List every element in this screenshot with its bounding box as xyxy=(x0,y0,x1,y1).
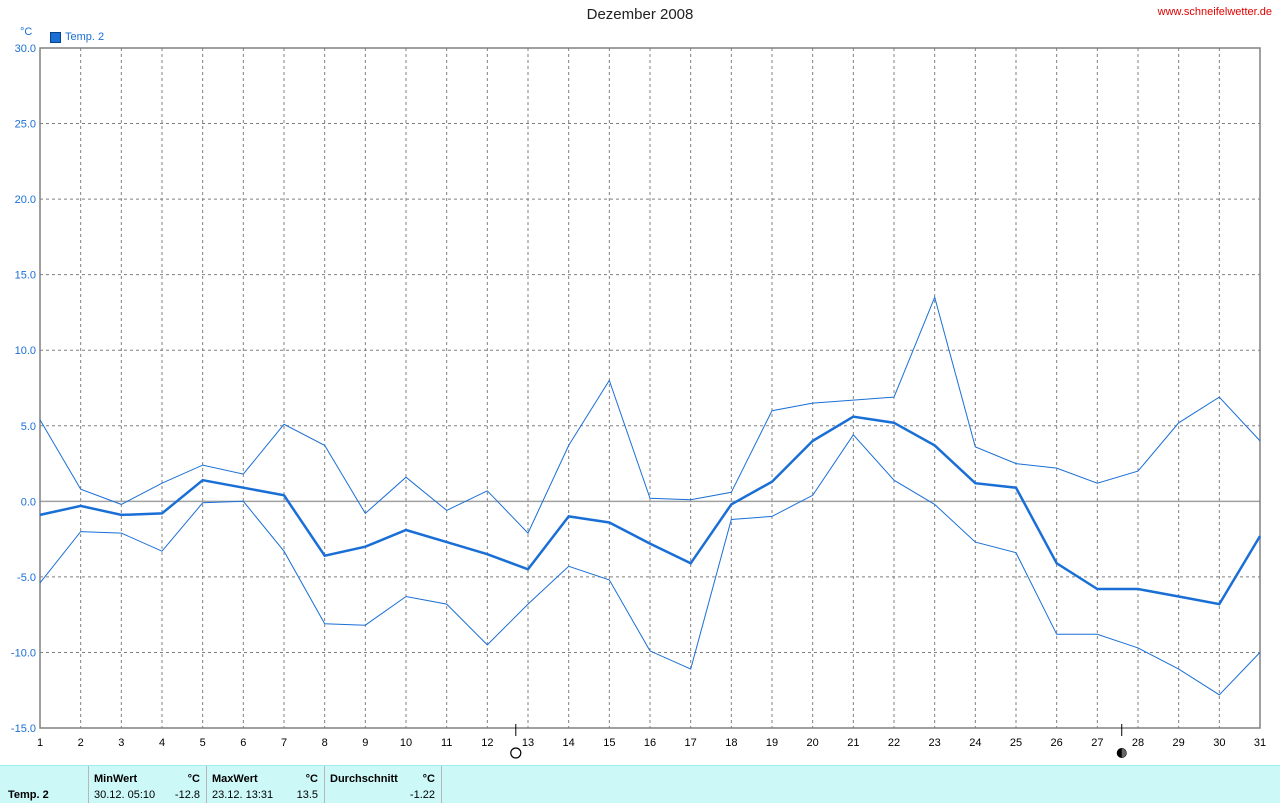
series-line-min xyxy=(39,433,1261,696)
x-tick-label: 30 xyxy=(1213,737,1225,749)
x-tick-label: 14 xyxy=(563,737,575,749)
x-tick-label: 24 xyxy=(969,737,981,749)
stats-min-cell: MinWert °C 30.12. 05:10 -12.8 xyxy=(88,766,207,803)
x-tick-label: 3 xyxy=(118,737,124,749)
chart-title: Dezember 2008 xyxy=(586,6,694,23)
max-unit: °C xyxy=(305,773,318,785)
site-link[interactable]: www.schneifelwetter.de xyxy=(1157,6,1272,18)
x-tick-label: 20 xyxy=(807,737,819,749)
min-time: 30.12. 05:10 xyxy=(94,789,156,801)
x-tick-label: 31 xyxy=(1254,737,1266,749)
avg-header: Durchschnitt xyxy=(330,773,398,785)
x-tick-label: 16 xyxy=(644,737,656,749)
max-time: 23.12. 13:31 xyxy=(212,789,274,801)
stats-label-cell: Temp. 2 xyxy=(0,766,89,803)
min-unit: °C xyxy=(187,773,200,785)
y-tick-label: 25.0 xyxy=(15,119,36,131)
x-tick-label: 15 xyxy=(603,737,615,749)
min-header: MinWert xyxy=(94,773,138,785)
x-tick-label: 7 xyxy=(281,737,287,749)
y-axis-unit: °C xyxy=(20,26,33,38)
x-tick-label: 1 xyxy=(37,737,43,749)
x-tick-label: 8 xyxy=(322,737,328,749)
x-tick-label: 10 xyxy=(400,737,412,749)
stats-footer: Temp. 2 MinWert °C 30.12. 05:10 -12.8 Ma… xyxy=(0,765,1280,803)
y-tick-label: 5.0 xyxy=(21,421,36,433)
avg-value: -1.22 xyxy=(409,789,435,801)
legend-label: Temp. 2 xyxy=(65,31,105,43)
x-tick-label: 28 xyxy=(1132,737,1144,749)
x-tick-label: 21 xyxy=(847,737,859,749)
x-tick-label: 9 xyxy=(362,737,368,749)
min-value: -12.8 xyxy=(174,789,200,801)
x-tick-label: 27 xyxy=(1091,737,1103,749)
x-tick-label: 2 xyxy=(78,737,84,749)
x-tick-label: 4 xyxy=(159,737,165,749)
x-tick-label: 29 xyxy=(1173,737,1185,749)
y-tick-label: -15.0 xyxy=(11,723,36,735)
x-tick-label: 11 xyxy=(441,737,452,749)
x-tick-label: 25 xyxy=(1010,737,1022,749)
y-tick-label: 30.0 xyxy=(15,43,36,55)
legend-swatch xyxy=(50,31,61,43)
stats-avg-cell: Durchschnitt °C -1.22 xyxy=(324,766,442,803)
full-moon-icon xyxy=(510,747,522,759)
y-tick-label: 10.0 xyxy=(15,345,36,357)
x-tick-label: 22 xyxy=(888,737,900,749)
stats-max-cell: MaxWert °C 23.12. 13:31 13.5 xyxy=(206,766,325,803)
new-moon-shade xyxy=(1121,748,1127,758)
stats-row-label: Temp. 2 xyxy=(8,789,49,801)
x-tick-label: 19 xyxy=(766,737,778,749)
y-tick-label: 0.0 xyxy=(21,496,36,508)
x-tick-label: 5 xyxy=(200,737,206,749)
x-tick-label: 26 xyxy=(1051,737,1063,749)
x-tick-label: 13 xyxy=(522,737,534,749)
x-tick-label: 6 xyxy=(240,737,246,749)
y-tick-label: -5.0 xyxy=(17,572,36,584)
avg-unit: °C xyxy=(422,773,435,785)
plot-frame xyxy=(39,47,1261,729)
temperature-chart: -15.0 -10.0 -5.0 0.0 5.0 10.0 15.0 20.0 25.0 30.0… xyxy=(11,43,1266,759)
y-tick-label: 15.0 xyxy=(15,270,36,282)
max-value: 13.5 xyxy=(296,789,318,801)
y-tick-label: 20.0 xyxy=(15,194,36,206)
x-tick-label: 12 xyxy=(481,737,493,749)
max-header: MaxWert xyxy=(212,773,258,785)
x-tick-label: 23 xyxy=(929,737,941,749)
x-tick-label: 17 xyxy=(685,737,697,749)
legend: Temp. 2 xyxy=(50,31,104,43)
series-line-mean xyxy=(39,415,1262,606)
series-line-max xyxy=(39,295,1261,534)
x-tick-label: 18 xyxy=(725,737,737,749)
y-tick-label: -10.0 xyxy=(11,647,36,659)
